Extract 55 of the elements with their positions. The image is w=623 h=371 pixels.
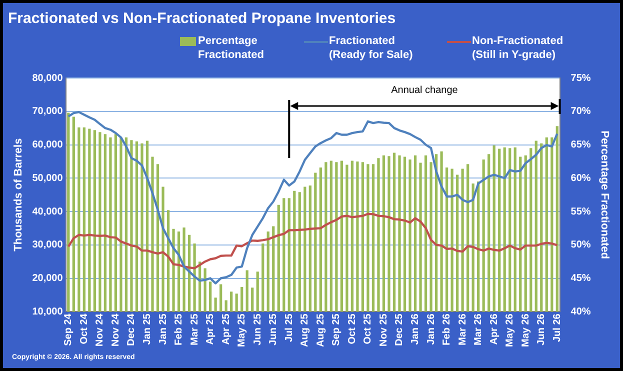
chart-title: Fractionated vs Non-Fractionated Propane Inventories xyxy=(8,10,396,28)
x-tick-label: Nov 24 xyxy=(110,313,122,346)
x-tick-label: Oct 25 xyxy=(362,313,374,344)
annotation: Annual change xyxy=(391,84,458,96)
y-tick-label: 30,000 xyxy=(32,240,64,251)
y2-tick-label: 55% xyxy=(570,206,591,218)
y2-tick-label: 65% xyxy=(570,140,591,151)
y-tick-label: 40,000 xyxy=(32,206,64,218)
x-tick-label: Apr 25 xyxy=(205,313,216,345)
x-tick-label: Jan 26 xyxy=(410,313,422,345)
x-tick-label: Feb 26 xyxy=(442,313,453,346)
x-tick-label: Mar 25 xyxy=(189,313,200,346)
x-tick-label: Dec 25 xyxy=(394,313,406,346)
x-tick-label: Jun 25 xyxy=(268,313,280,346)
x-tick-label: Jan 25 xyxy=(158,313,169,345)
y2-tick-label: 45% xyxy=(570,273,591,284)
x-tick-label: Oct 25 xyxy=(346,313,358,344)
x-tick-label: Nov 24 xyxy=(94,313,106,346)
y-tick-label: 70,000 xyxy=(32,106,64,118)
x-tick-label: Oct 24 xyxy=(78,313,90,344)
y-tick-label: 80,000 xyxy=(32,72,64,84)
x-tick-label: Sep 25 xyxy=(331,313,342,346)
y2-tick-label: 60% xyxy=(570,172,591,184)
legend-label: Percentage Fractionated xyxy=(198,34,266,62)
x-tick-label: Jul 26 xyxy=(552,313,563,342)
x-tick-label: Jan 26 xyxy=(426,313,437,345)
y2-tick-label: 50% xyxy=(570,240,591,251)
x-tick-label: Jul 25 xyxy=(284,313,295,342)
y-tick-label: 50,000 xyxy=(32,172,64,184)
y-tick-label: 10,000 xyxy=(32,306,64,318)
x-tick-label: Feb 25 xyxy=(174,313,185,346)
y-axis-title: Thousands of Barrels xyxy=(12,138,25,252)
y2-tick-label: 75% xyxy=(570,72,591,84)
x-tick-label: Dec 24 xyxy=(126,313,138,346)
x-tick-label: Jun 26 xyxy=(536,313,548,346)
y2-axis-title: Percentage Fractionated xyxy=(598,130,610,260)
y-tick-label: 60,000 xyxy=(32,140,64,151)
x-tick-label: May 26 xyxy=(504,313,516,348)
y-tick-label: 20,000 xyxy=(32,273,64,284)
x-tick-label: Aug 25 xyxy=(300,313,311,347)
x-tick-label: Apr 26 xyxy=(488,313,500,345)
x-tick-label: Jan 25 xyxy=(142,313,153,345)
x-tick-label: Apr 25 xyxy=(220,313,232,345)
x-tick-label: May 26 xyxy=(520,313,532,348)
x-tick-label: Jun 25 xyxy=(252,313,264,346)
legend-label: Non-Fractionated (Still in Y-grade) xyxy=(472,34,564,62)
x-tick-label: Sep 24 xyxy=(63,313,74,346)
x-tick-label: Aug 25 xyxy=(315,313,326,347)
y2-tick-label: 70% xyxy=(570,106,591,118)
x-tick-label: Mar 26 xyxy=(457,313,468,346)
legend-label: Fractionated (Ready for Sale) xyxy=(329,34,414,62)
x-tick-label: Mar 26 xyxy=(473,313,484,346)
y2-tick-label: 40% xyxy=(570,306,591,318)
x-tick-label: May 25 xyxy=(236,313,248,348)
x-tick-label: Nov 25 xyxy=(378,313,390,346)
